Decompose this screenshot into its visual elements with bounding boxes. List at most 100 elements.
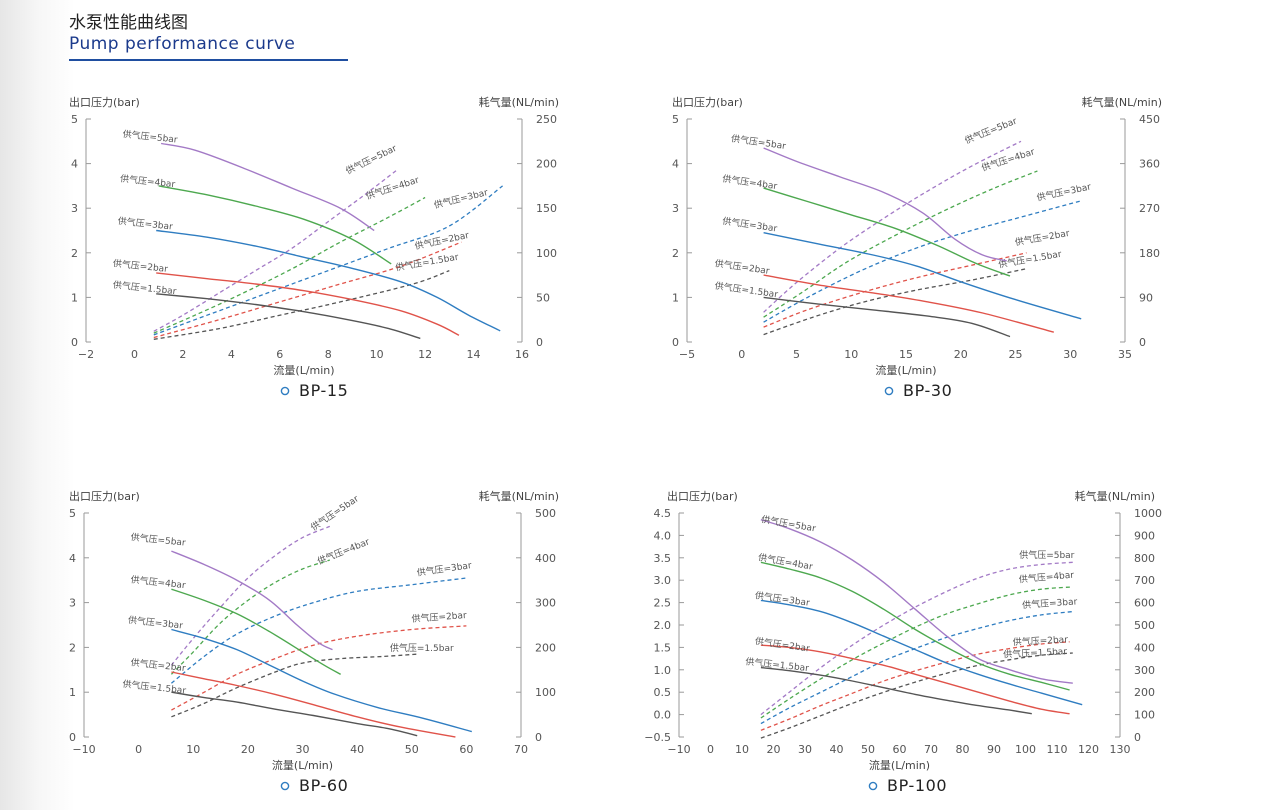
chart-bp-60: 出口压力(bar) 耗气量(NL/min)01234501002003004005… (69, 489, 559, 795)
right-tick-label: 100 (535, 686, 556, 699)
left-tick-label: 1 (672, 291, 679, 304)
x-tick-label: 40 (350, 743, 364, 756)
model-marker-icon (868, 781, 878, 791)
x-tick-label: 6 (276, 348, 283, 361)
pressure-curve-2bar (760, 644, 1070, 715)
model-label: BP-30 (903, 381, 952, 400)
left-tick-label: 5 (69, 507, 76, 520)
x-tick-label: 20 (954, 348, 968, 361)
air-curve-label-3bar: 供气压=3bar (1036, 180, 1093, 203)
pressure-curve-label-5bar: 供气压=5bar (122, 128, 178, 146)
left-tick-label: 3 (71, 202, 78, 215)
left-tick-label: 2 (71, 247, 78, 260)
left-tick-label: 2.5 (654, 597, 672, 610)
pressure-curve-4bar (158, 185, 392, 265)
pressure-curve-5bar (760, 519, 1073, 684)
x-tick-label: 25 (1009, 348, 1023, 361)
right-tick-label: 900 (1134, 529, 1155, 542)
pressure-curve-label-1.5bar: 供气压=1.5bar (714, 280, 779, 301)
x-axis-title: 流量(L/min) (272, 758, 333, 772)
left-tick-label: 5 (672, 113, 679, 126)
air-curve-label-1.5bar: 供气压=1.5bar (394, 251, 459, 274)
left-tick-label: 4.0 (654, 529, 672, 542)
chart-bp-100: 出口压力(bar) 耗气量(NL/min) −0.5 0.0 0.5 1.0 1.5 2.0 2… (644, 489, 1162, 795)
right-tick-label: 360 (1139, 158, 1160, 171)
air-curve-3bar (170, 577, 467, 684)
pressure-curve-5bar (160, 142, 375, 232)
air-curve-3bar (760, 610, 1073, 725)
x-axis-title: 流量(L/min) (273, 363, 334, 377)
left-tick-label: 0 (69, 731, 76, 744)
x-tick-label: 0 (738, 348, 745, 361)
air-curve-label-5bar: 供气压=5bar (963, 115, 1019, 147)
right-tick-label: 700 (1134, 574, 1155, 587)
pressure-curve-label-2bar: 供气压=2bar (714, 257, 771, 277)
left-tick-label: 2 (69, 641, 76, 654)
pressure-curve-label-3bar: 供气压=3bar (722, 215, 779, 235)
pressure-curve-label-4bar: 供气压=4bar (722, 173, 779, 193)
pressure-curve-label-1.5bar: 供气压=1.5bar (122, 678, 187, 697)
air-curve-3bar (763, 200, 1082, 323)
pressure-curve-label-4bar: 供气压=4bar (120, 172, 176, 190)
air-curve-label-2bar: 供气压=2bar (414, 229, 471, 252)
right-tick-label: 300 (1134, 664, 1155, 677)
left-tick-label: 3.5 (654, 552, 672, 565)
air-curve-5bar (153, 170, 397, 332)
pressure-curve-2bar (156, 272, 460, 336)
air-curve-2bar (763, 252, 1027, 328)
air-curve-label-4bar: 供气压=4bar (364, 174, 420, 203)
x-tick-label: 50 (861, 743, 875, 756)
left-tick-label: 0 (71, 336, 78, 349)
right-tick-label: 400 (1134, 641, 1155, 654)
air-curve-label-4bar: 供气压=4bar (1018, 569, 1074, 586)
right-tick-label: 0 (535, 731, 542, 744)
pressure-curve-label-2bar: 供气压=2bar (130, 656, 186, 674)
pressure-curve-4bar (171, 588, 342, 675)
left-tick-label: 1.5 (654, 641, 672, 654)
pressure-curve-5bar (763, 147, 1007, 262)
model-label: BP-60 (299, 776, 348, 795)
right-tick-label: 800 (1134, 552, 1155, 565)
x-tick-label: 0 (707, 743, 714, 756)
right-axis-title: 耗气量(NL/min) (479, 489, 559, 503)
model-marker-icon (884, 386, 894, 396)
x-tick-label: 100 (1015, 743, 1036, 756)
right-tick-label: 100 (1134, 709, 1155, 722)
left-tick-label: 4 (71, 158, 78, 171)
right-tick-label: 270 (1139, 202, 1160, 215)
pressure-curve-label-5bar: 供气压=5bar (760, 513, 817, 534)
left-tick-label: 1 (69, 686, 76, 699)
air-curve-5bar (760, 561, 1073, 716)
x-tick-label: 16 (515, 348, 529, 361)
air-curve-label-3bar: 供气压=3bar (433, 186, 490, 211)
x-tick-label: 60 (893, 743, 907, 756)
right-tick-label: 200 (535, 641, 556, 654)
left-tick-label: 3.0 (654, 574, 672, 587)
pressure-curve-label-3bar: 供气压=3bar (127, 614, 183, 632)
air-curve-3bar (153, 185, 503, 336)
right-tick-label: 500 (535, 507, 556, 520)
x-tick-label: −10 (667, 743, 690, 756)
x-tick-label: 2 (179, 348, 186, 361)
pressure-curve-1.5bar (171, 691, 418, 737)
x-tick-label: 40 (830, 743, 844, 756)
right-tick-label: 300 (535, 597, 556, 610)
air-curve-2bar (153, 241, 462, 339)
x-tick-label: 30 (296, 743, 310, 756)
right-tick-label: 150 (536, 202, 557, 215)
chart-bp-30: 出口压力(bar) 耗气量(NL/min)01234509018027036045… (672, 95, 1162, 400)
air-curve-label-1.5bar: 供气压=1.5bar (1003, 645, 1068, 660)
x-tick-label: 10 (370, 348, 384, 361)
right-axis-title: 耗气量(NL/min) (479, 95, 559, 109)
pressure-curve-label-5bar: 供气压=5bar (730, 132, 787, 152)
x-tick-label: 5 (793, 348, 800, 361)
pressure-curve-4bar (760, 561, 1070, 691)
air-curve-4bar (760, 586, 1073, 719)
pressure-curve-2bar (171, 671, 456, 738)
right-axis-title: 耗气量(NL/min) (1082, 95, 1162, 109)
right-tick-label: 600 (1134, 597, 1155, 610)
x-tick-label: 60 (459, 743, 473, 756)
x-tick-label: 0 (135, 743, 142, 756)
air-curve-1.5bar (763, 268, 1027, 336)
